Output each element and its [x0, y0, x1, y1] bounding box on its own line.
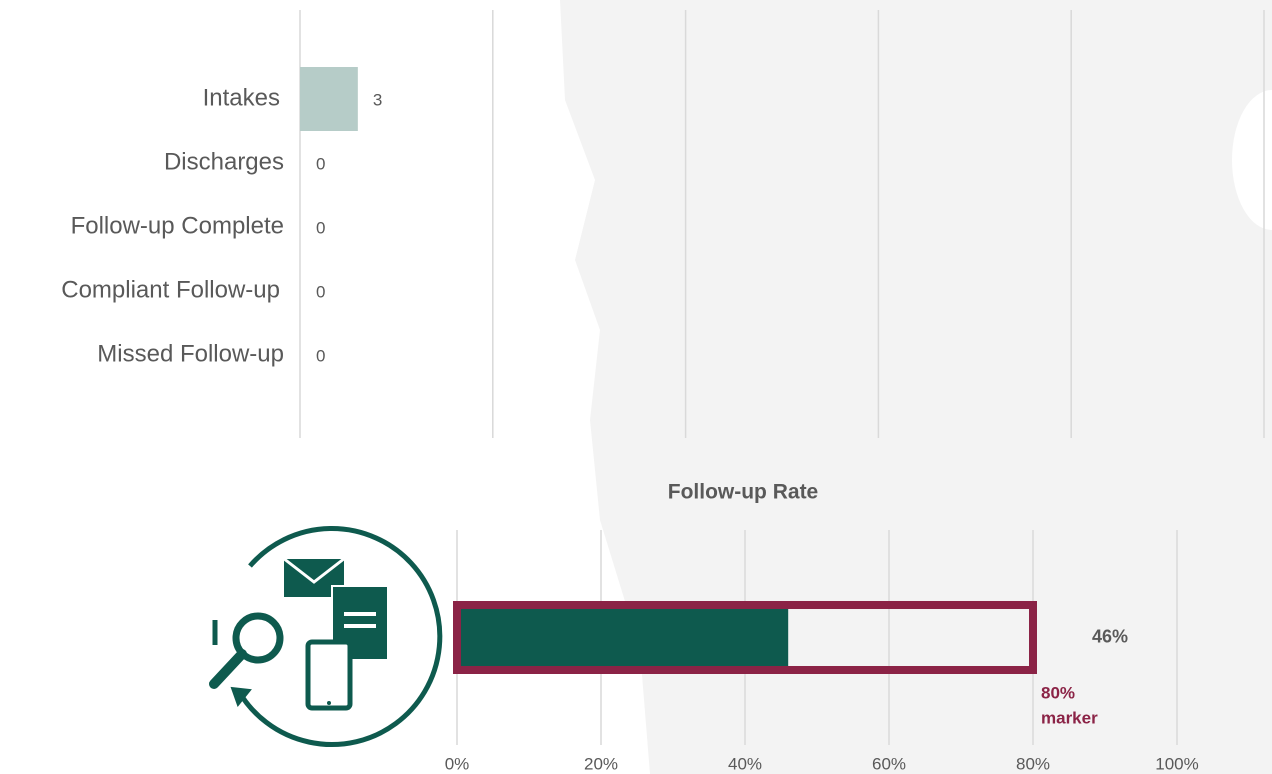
background-shape	[560, 0, 1272, 774]
value-label: 3	[373, 90, 382, 109]
target-marker	[453, 601, 1037, 674]
x-tick-label: 20%	[584, 754, 618, 773]
x-tick-label: 0%	[445, 754, 470, 773]
category-label: Discharges	[164, 148, 284, 175]
x-tick-label: 80%	[1016, 754, 1050, 773]
marker-label: marker	[1041, 708, 1098, 727]
value-label: 46%	[1092, 626, 1128, 646]
marker-label: 80%	[1041, 683, 1075, 702]
x-tick-label: 40%	[728, 754, 762, 773]
x-tick-label: 60%	[872, 754, 906, 773]
category-label: Follow-up Complete	[71, 212, 284, 239]
chart-title: Follow-up Rate	[668, 481, 819, 504]
value-label: 0	[316, 154, 325, 173]
category-label: Missed Follow-up	[97, 340, 284, 367]
follow-up-icon	[209, 526, 443, 747]
value-label: 0	[316, 218, 325, 237]
value-label: 0	[316, 346, 325, 365]
x-tick-label: 100%	[1155, 754, 1198, 773]
background-cutout	[1232, 90, 1272, 230]
bar	[300, 67, 358, 131]
category-label: Compliant Follow-up	[61, 276, 280, 303]
category-label: Intakes	[203, 84, 280, 111]
progress-bar	[461, 605, 789, 670]
value-label: 0	[316, 282, 325, 301]
